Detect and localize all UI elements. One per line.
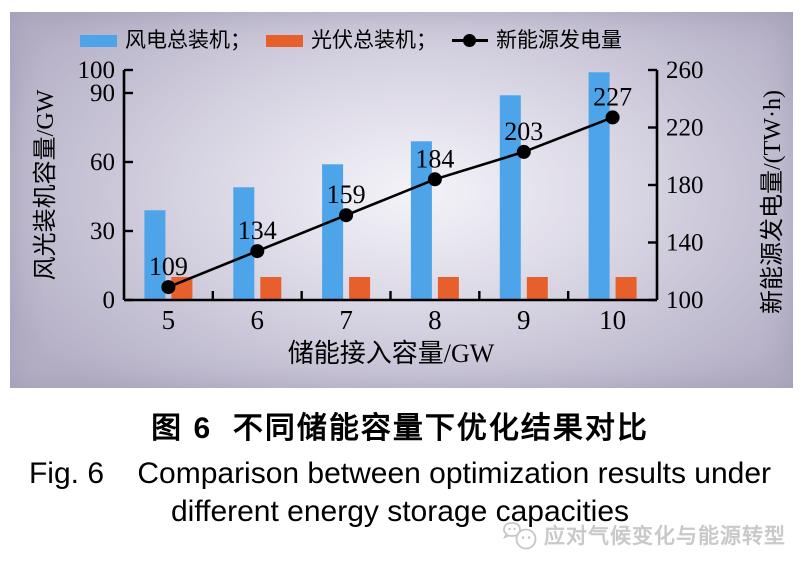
generation-point-6: [250, 244, 265, 259]
wind-bar-6: [233, 187, 255, 300]
legend-label-generation: 新能源发电量: [496, 28, 622, 52]
left-tick-label-60: 60: [90, 149, 115, 176]
x-tick-label-10: 10: [599, 305, 626, 335]
x-tick-label-9: 9: [517, 305, 531, 335]
caption-en-line1: Fig. 6 Comparison between optimization r…: [28, 457, 772, 490]
solar-bar-swatch-icon: [266, 34, 303, 47]
legend-label-wind: 风电总装机；: [125, 28, 251, 52]
caption-zh: 图 6 不同储能容量下优化结果对比: [151, 412, 649, 445]
left-tick-label-100: 100: [78, 57, 116, 84]
watermark: 应对气候变化与能源转型: [501, 520, 786, 552]
generation-point-label-5: 109: [149, 252, 188, 281]
generation-point-8: [427, 172, 442, 187]
x-axis-title: 储能接入容量/GW: [287, 339, 495, 368]
caption-en-line2: different energy storage capacities: [170, 495, 630, 528]
generation-point-9: [516, 144, 531, 159]
x-tick-label-5: 5: [162, 305, 176, 335]
wind-bar-5: [144, 210, 166, 300]
wind-bar-9: [499, 95, 521, 300]
generation-point-label-7: 159: [327, 180, 366, 209]
wind-bar-8: [410, 141, 432, 300]
right-tick-label-100: 100: [666, 287, 704, 314]
x-tick-label-7: 7: [339, 305, 353, 335]
solar-bar-10: [615, 277, 637, 300]
x-tick-label-8: 8: [428, 305, 442, 335]
right-tick-label-220: 220: [666, 115, 704, 142]
line-dot-marker-icon: [452, 34, 488, 47]
generation-point-label-9: 203: [504, 117, 543, 146]
left-axis-title: 风光装机容量/GW: [33, 89, 59, 281]
right-tick-label-180: 180: [666, 172, 704, 199]
solar-bar-7: [349, 277, 371, 300]
left-tick-label-30: 30: [90, 218, 115, 245]
watermark-text: 应对气候变化与能源转型: [544, 524, 786, 548]
wind-bar-swatch-icon: [80, 34, 117, 47]
wind-bar-10: [588, 72, 610, 300]
generation-point-10: [605, 110, 620, 125]
generation-point-label-6: 134: [238, 216, 277, 245]
chart-legend: 风电总装机； 光伏总装机； 新能源发电量: [80, 30, 622, 51]
figure-panel: 0 30 60 90 100 100 140 180 220 260 5 6 7 8 9 10 109 134 15…: [10, 12, 793, 388]
x-tick-label-6: 6: [251, 305, 265, 335]
left-tick-label-90: 90: [90, 80, 115, 107]
generation-point-5: [161, 280, 176, 295]
solar-bar-9: [526, 277, 548, 300]
right-tick-label-260: 260: [666, 57, 704, 84]
generation-point-7: [339, 208, 354, 223]
legend-label-solar: 光伏总装机；: [311, 28, 437, 52]
solar-bar-8: [437, 277, 459, 300]
watermark-logo-icon: [503, 522, 537, 550]
solar-bar-6: [260, 277, 282, 300]
left-tick-label-0: 0: [103, 287, 116, 314]
right-tick-label-140: 140: [666, 230, 704, 257]
generation-point-label-10: 227: [593, 82, 632, 111]
generation-line: [167, 116, 614, 289]
right-axis-title: 新能源发电量/(TW·h): [760, 90, 786, 314]
generation-point-label-8: 184: [415, 144, 454, 173]
wind-bar-7: [322, 164, 344, 300]
